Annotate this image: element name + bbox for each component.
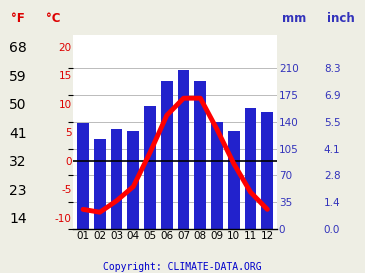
Bar bbox=[161, 81, 173, 229]
Bar bbox=[144, 106, 156, 229]
Bar bbox=[195, 81, 206, 229]
Text: inch: inch bbox=[327, 11, 355, 25]
Text: °F: °F bbox=[11, 11, 25, 25]
Text: Copyright: CLIMATE-DATA.ORG: Copyright: CLIMATE-DATA.ORG bbox=[103, 262, 262, 272]
Bar bbox=[211, 122, 223, 229]
Bar bbox=[127, 131, 139, 229]
Bar bbox=[228, 131, 240, 229]
Bar bbox=[77, 123, 89, 229]
Text: °C: °C bbox=[46, 11, 60, 25]
Bar bbox=[261, 112, 273, 229]
Bar bbox=[94, 139, 106, 229]
Bar bbox=[111, 129, 122, 229]
Bar bbox=[178, 70, 189, 229]
Text: mm: mm bbox=[282, 11, 306, 25]
Bar bbox=[245, 108, 257, 229]
